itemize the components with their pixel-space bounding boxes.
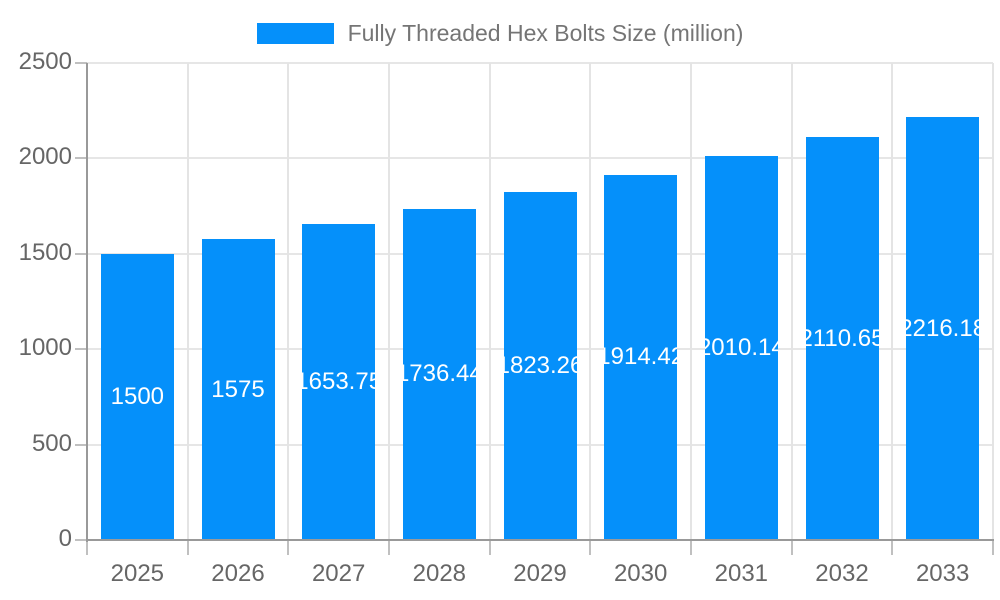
x-axis-tick [690, 540, 692, 555]
y-axis-tick [75, 252, 87, 255]
x-axis-label: 2030 [613, 560, 668, 587]
x-axis-tick [388, 540, 390, 555]
y-axis-label: 1500 [18, 238, 72, 266]
y-gridline [87, 157, 993, 160]
x-axis-label: 2028 [412, 560, 467, 587]
legend[interactable]: Fully Threaded Hex Bolts Size (million) [0, 20, 1000, 46]
y-axis-tick [75, 62, 87, 64]
bar[interactable]: 1575 [201, 239, 275, 540]
x-axis-label: 2029 [513, 560, 567, 587]
bar[interactable]: 1736.44 [402, 208, 476, 540]
x-gridline [186, 63, 189, 540]
y-axis-tick [75, 157, 87, 160]
x-gridline [690, 63, 692, 540]
y-axis-label: 2500 [18, 48, 72, 75]
x-axis-line [86, 539, 994, 541]
bar-value-label: 1500 [110, 382, 165, 410]
bar[interactable]: 2110.65 [805, 137, 879, 540]
x-axis-tick [589, 540, 592, 555]
x-gridline [790, 63, 793, 540]
y-axis-label: 1000 [18, 334, 72, 362]
x-axis-label: 2025 [110, 560, 165, 587]
x-axis-tick [992, 540, 994, 555]
bar[interactable]: 1500 [100, 253, 174, 540]
x-gridline [388, 63, 390, 540]
y-axis-label: 2000 [18, 143, 72, 171]
y-gridline [87, 62, 993, 64]
x-gridline [589, 63, 592, 540]
y-axis-tick [75, 443, 87, 446]
bar[interactable]: 2010.14 [704, 156, 778, 540]
x-axis-label: 2033 [915, 560, 970, 587]
x-gridline [488, 63, 491, 540]
bar[interactable]: 1823.26 [503, 192, 577, 540]
x-gridline [891, 63, 894, 540]
legend-swatch [256, 22, 334, 44]
x-axis-label: 2027 [311, 560, 366, 587]
x-axis-tick [86, 540, 88, 555]
bar-value-label: 1914.42 [604, 343, 677, 371]
bar[interactable]: 1653.75 [302, 224, 376, 540]
bar-value-label: 1653.75 [302, 368, 375, 396]
legend-label: Fully Threaded Hex Bolts Size (million) [347, 19, 744, 46]
x-axis-tick [790, 540, 793, 555]
y-axis-tick [75, 539, 87, 541]
x-axis-tick [287, 540, 290, 555]
y-axis-tick [75, 348, 87, 351]
x-gridline [287, 63, 290, 540]
x-axis-label: 2026 [211, 560, 265, 587]
bar-value-label: 2110.65 [805, 324, 879, 352]
y-axis-label: 500 [31, 429, 72, 457]
bar-value-label: 1736.44 [403, 360, 476, 388]
x-axis-tick [186, 540, 189, 555]
bar-value-label: 1575 [211, 375, 265, 403]
y-axis-label: 0 [58, 525, 72, 552]
x-axis-tick [891, 540, 894, 555]
y-axis-line [86, 63, 88, 542]
bar-value-label: 1823.26 [504, 352, 577, 380]
x-axis-tick [488, 540, 491, 555]
bar[interactable]: 1914.42 [604, 174, 678, 540]
x-axis-label: 2032 [815, 560, 869, 587]
x-gridline [992, 63, 994, 540]
x-axis-label: 2031 [714, 560, 769, 587]
bar-value-label: 2010.14 [705, 334, 778, 362]
